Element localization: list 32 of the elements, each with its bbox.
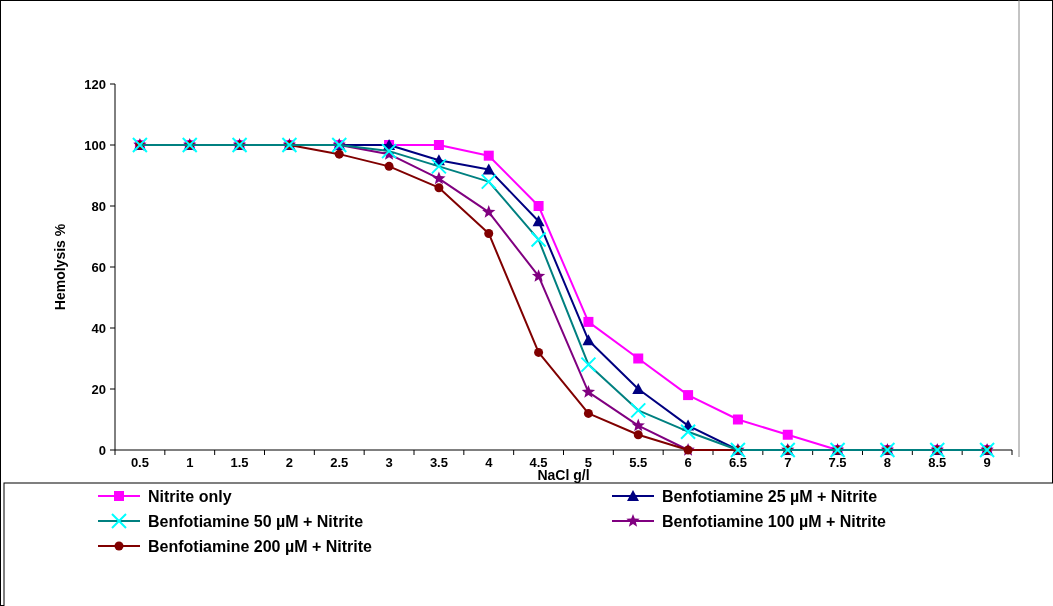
y-tick-label: 40 bbox=[91, 320, 106, 336]
x-tick-label: 1 bbox=[186, 455, 194, 470]
x-tick-label: 7 bbox=[784, 455, 792, 470]
legend-label: Nitrite only bbox=[148, 487, 232, 505]
x-tick-label: 2 bbox=[285, 455, 294, 470]
x-tick-label: 2.5 bbox=[330, 455, 349, 470]
legend-label: Benfotiamine 25 µM + Nitrite bbox=[662, 487, 878, 505]
legend-label: Benfotiamine 50 µM + Nitrite bbox=[148, 512, 364, 530]
x-tick-label: 3.5 bbox=[429, 455, 448, 470]
y-tick-label: 20 bbox=[91, 381, 106, 397]
x-tick-label: 8.5 bbox=[928, 455, 947, 470]
x-tick-label: 6.5 bbox=[728, 455, 747, 470]
x-tick-label: 6 bbox=[684, 455, 692, 470]
y-tick-label: 120 bbox=[84, 76, 106, 92]
y-tick-label: 100 bbox=[84, 137, 106, 153]
x-tick-label: 7.5 bbox=[828, 455, 847, 470]
x-tick-label: 5 bbox=[584, 455, 593, 470]
legend-label: Benfotiamine 100 µM + Nitrite bbox=[662, 512, 887, 530]
y-tick-label: 60 bbox=[91, 259, 106, 275]
x-tick-label: 4.5 bbox=[529, 455, 548, 470]
x-axis-title: NaCl g/l bbox=[537, 467, 590, 483]
y-tick-label: 0 bbox=[98, 442, 106, 458]
x-tick-label: 8 bbox=[883, 455, 892, 470]
x-tick-label: 5.5 bbox=[629, 455, 648, 470]
y-axis-title: Hemolysis % bbox=[52, 223, 68, 311]
x-tick-label: 4 bbox=[485, 455, 494, 470]
x-tick-label: 3 bbox=[385, 455, 393, 470]
x-tick-label: 1.5 bbox=[230, 455, 249, 470]
x-tick-label: 0.5 bbox=[130, 455, 149, 470]
x-tick-label: 9 bbox=[983, 455, 991, 470]
y-tick-label: 80 bbox=[91, 198, 106, 214]
legend-label: Benfotiamine 200 µM + Nitrite bbox=[148, 537, 373, 555]
